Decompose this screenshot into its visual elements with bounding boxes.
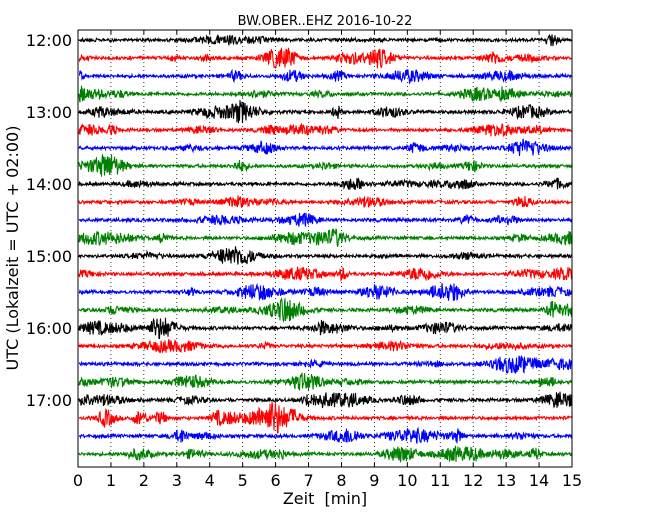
grid-lines [110,30,540,467]
x-tick-label: 7 [303,471,313,490]
trace-line-1430 [78,212,573,227]
trace-line-1630 [78,354,573,374]
x-tick-label: 2 [139,471,149,490]
trace-line-1200 [78,34,573,47]
y-tick-label: 15:00 [26,247,72,266]
x-axis-label: Zeit [min] [283,489,367,508]
x-tick-label: 3 [172,471,182,490]
x-tick-label: 12 [463,471,483,490]
trace-line-1345 [78,154,573,177]
trace-line-1315 [78,122,573,137]
trace-line-1715 [78,402,573,434]
y-tick-label: 12:00 [26,31,72,50]
y-tick-label: 17:00 [26,391,72,410]
trace-line-1445 [78,228,573,247]
trace-line-1215 [78,47,573,69]
trace-line-1545 [78,297,573,323]
trace-line-1500 [78,246,573,265]
trace-line-1300 [78,100,573,124]
y-axis: 12:00 13:00 14:00 15:00 16:00 17:00 [26,31,572,410]
x-axis: 0 1 2 3 4 5 6 7 8 9 10 11 12 13 14 15 [73,30,582,490]
trace-line-1700 [78,391,573,409]
y-tick-label: 16:00 [26,319,72,338]
trace-group [78,34,573,463]
x-tick-label: 1 [106,471,116,490]
y-axis-label: UTC (Lokalzeit = UTC + 02:00) [3,126,22,371]
x-tick-label: 15 [562,471,582,490]
x-tick-label: 14 [529,471,549,490]
trace-line-1645 [78,372,573,391]
x-tick-label: 9 [369,471,379,490]
trace-line-1745 [78,445,573,463]
x-tick-label: 13 [496,471,516,490]
trace-line-1415 [78,195,573,209]
trace-line-1530 [78,282,573,302]
x-tick-label: 0 [73,471,83,490]
trace-line-1245 [78,85,573,103]
y-tick-label: 14:00 [26,175,72,194]
chart-title: BW.OBER..EHZ 2016-10-22 [238,14,413,29]
y-tick-label: 13:00 [26,103,72,122]
trace-line-1515 [78,266,573,282]
plot-frame [77,29,573,468]
trace-line-1615 [78,338,572,354]
x-tick-label: 11 [430,471,450,490]
trace-line-1400 [78,177,573,191]
x-tick-label: 10 [397,471,417,490]
trace-line-1330 [78,138,573,156]
trace-line-1730 [78,426,573,444]
trace-line-1230 [78,68,573,85]
x-tick-label: 6 [271,471,281,490]
trace-line-1600 [78,317,573,340]
x-tick-label: 5 [238,471,248,490]
x-tick-label: 8 [336,471,346,490]
x-tick-label: 4 [205,471,215,490]
